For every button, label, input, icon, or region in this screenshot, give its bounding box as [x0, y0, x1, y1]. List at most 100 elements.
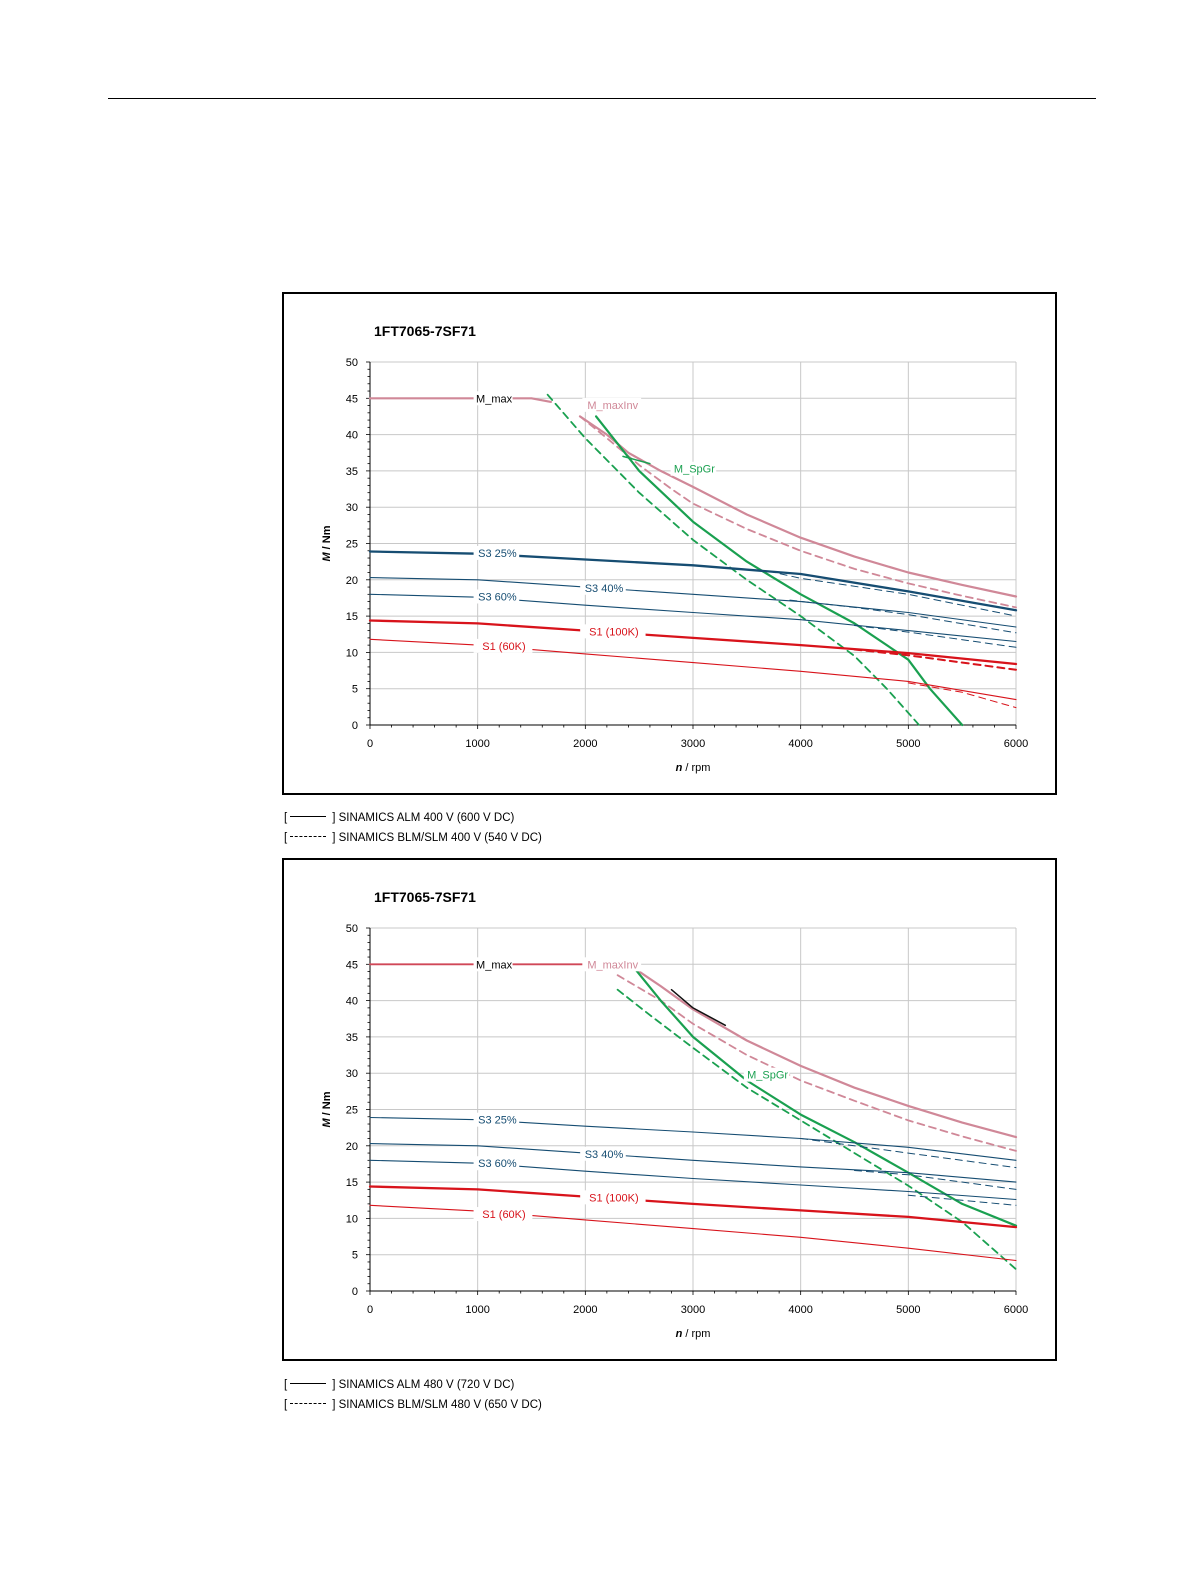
series-line-12-dashed [907, 1194, 1017, 1206]
x-tick-label: 3000 [681, 738, 705, 750]
y-tick-label: 20 [346, 575, 358, 587]
x-axis-label-symbol: n [676, 1328, 683, 1340]
annotation-s1-60k: S1 (60K) [482, 1209, 525, 1221]
y-tick-label: 50 [346, 357, 358, 369]
x-tick-label: 2000 [573, 1304, 597, 1316]
x-tick-label: 5000 [896, 738, 920, 750]
legend-label-dashed: ] SINAMICS BLM/SLM 400 V (540 V DC) [332, 832, 542, 844]
legend-entry-dashed: [] SINAMICS BLM/SLM 400 V (540 V DC) [284, 828, 542, 848]
torque-speed-chart-480v: 1FT7065-7SF71 0 5 10 15 20 25 30 35 40 45 50 0 1000 20… [321, 889, 1028, 1340]
torque-speed-chart-400v: 1FT7065-7SF71 0 5 10 15 20 25 30 35 40 45 50 0 1000 20… [321, 323, 1028, 774]
y-tick-label: 0 [352, 1286, 358, 1298]
annotation-s3-25: S3 25% [478, 548, 517, 560]
annotation-background [582, 957, 642, 972]
x-tick-label: 0 [367, 1304, 373, 1316]
series-line-m-maxinv [627, 963, 1018, 1139]
annotation-s1-100k: S1 (100K) [589, 626, 639, 638]
annotation-background [473, 1156, 520, 1171]
solid-line-swatch [290, 1383, 327, 1385]
series-line-m-maxinv [578, 415, 1018, 598]
x-tick-label: 6000 [1004, 1304, 1028, 1316]
series-line-m-spgr [595, 415, 964, 727]
legend-entry-solid: [ ] SINAMICS ALM 480 V (720 V DC) [284, 1375, 542, 1395]
x-tick-label: 6000 [1004, 738, 1028, 750]
series-line-m-max [368, 397, 552, 404]
series-line-s1-100k [368, 619, 1018, 666]
y-axis-label: M / Nm [321, 525, 333, 561]
legend-bracket: [ [284, 812, 288, 824]
y-tick-label: 20 [346, 1141, 358, 1153]
y-axis-label-unit: / Nm [321, 525, 333, 552]
annotation-background [473, 391, 513, 406]
y-axis-label-symbol: M [321, 1118, 333, 1128]
series-line-3-dashed [616, 974, 1017, 1152]
series-line-6 [622, 455, 651, 465]
series-line-6-dashed [616, 988, 1017, 1271]
series-line-10-dashed [789, 599, 1017, 634]
x-tick-label: 1000 [465, 1304, 489, 1316]
y-axis-label: M / Nm [321, 1091, 333, 1127]
annotation-m-max: M_max [476, 959, 513, 971]
annotation-s3-60: S3 60% [478, 1158, 517, 1170]
legend-entry-dashed: [] SINAMICS BLM/SLM 480 V (650 V DC) [284, 1395, 542, 1415]
chart-frame-400v: 1FT7065-7SF71 0 5 10 15 20 25 30 35 40 45 50 0 1000 20… [282, 292, 1057, 795]
legend-label-solid: ] SINAMICS ALM 480 V (720 V DC) [332, 1379, 515, 1391]
y-tick-label: 5 [352, 684, 358, 696]
x-tick-label: 3000 [681, 1304, 705, 1316]
y-tick-label: 45 [346, 393, 358, 405]
annotation-m-maxinv: M_maxInv [587, 400, 638, 412]
annotation-background [580, 624, 646, 639]
series-line-s3-40 [369, 1143, 1017, 1183]
annotation-background [473, 957, 513, 972]
x-tick-label: 2000 [573, 738, 597, 750]
x-tick-label: 0 [367, 738, 373, 750]
y-tick-label: 50 [346, 923, 358, 935]
annotation-s3-25: S3 25% [478, 1115, 517, 1127]
annotation-background [580, 580, 626, 595]
y-tick-label: 25 [346, 1105, 358, 1117]
annotation-background [473, 545, 520, 560]
annotation-m-max: M_max [476, 393, 513, 405]
legend-bracket: [ [284, 1379, 288, 1391]
y-tick-label: 45 [346, 959, 358, 971]
annotation-s3-40: S3 40% [585, 583, 624, 595]
solid-line-swatch [290, 816, 327, 818]
annotation-s1-100k: S1 (100K) [589, 1192, 639, 1204]
annotation-background [580, 1190, 646, 1205]
annotation-background [582, 397, 642, 412]
series-line-3-dashed [579, 415, 1017, 609]
x-axis-label: n / rpm [676, 1328, 711, 1340]
annotation-s1-60k: S1 (60K) [482, 641, 525, 653]
series-line-s1-100k [368, 1185, 1018, 1229]
y-tick-label: 10 [346, 1213, 358, 1225]
series-line-5-dashed [546, 393, 920, 726]
y-tick-label: 25 [346, 539, 358, 551]
annotation-background [473, 589, 520, 604]
legend-400v: [ ] SINAMICS ALM 400 V (600 V DC) [] SINA… [284, 808, 542, 848]
series-line-12-dashed [854, 625, 1017, 648]
y-tick-label: 35 [346, 1032, 358, 1044]
chart-frame-480v: 1FT7065-7SF71 0 5 10 15 20 25 30 35 40 45 50 0 1000 20… [282, 858, 1057, 1361]
dashed-line-swatch [290, 1403, 327, 1405]
annotation-background [473, 1112, 520, 1127]
y-tick-label: 10 [346, 647, 358, 659]
y-axis-label-unit: / Nm [321, 1091, 333, 1118]
annotation-background [580, 1146, 626, 1161]
x-tick-label: 5000 [896, 1304, 920, 1316]
dashed-line-swatch [290, 836, 327, 838]
series-line-10-dashed [854, 1170, 1017, 1190]
y-tick-label: 15 [346, 1177, 358, 1189]
y-axis-label-symbol: M [321, 552, 333, 562]
series-line-m-spgr [627, 959, 1018, 1227]
legend-label-dashed: ] SINAMICS BLM/SLM 480 V (650 V DC) [332, 1399, 542, 1411]
x-axis-label-unit: / rpm [682, 762, 710, 774]
annotation-m-maxinv: M_maxInv [587, 959, 638, 971]
y-tick-label: 40 [346, 430, 358, 442]
chart-title: 1FT7065-7SF71 [374, 323, 476, 339]
x-axis-label-unit: / rpm [682, 1328, 710, 1340]
annotation-background [743, 1067, 790, 1082]
legend-label-solid: ] SINAMICS ALM 400 V (600 V DC) [332, 812, 515, 824]
legend-entry-solid: [ ] SINAMICS ALM 400 V (600 V DC) [284, 808, 542, 828]
y-tick-label: 0 [352, 720, 358, 732]
x-axis-label: n / rpm [676, 762, 711, 774]
